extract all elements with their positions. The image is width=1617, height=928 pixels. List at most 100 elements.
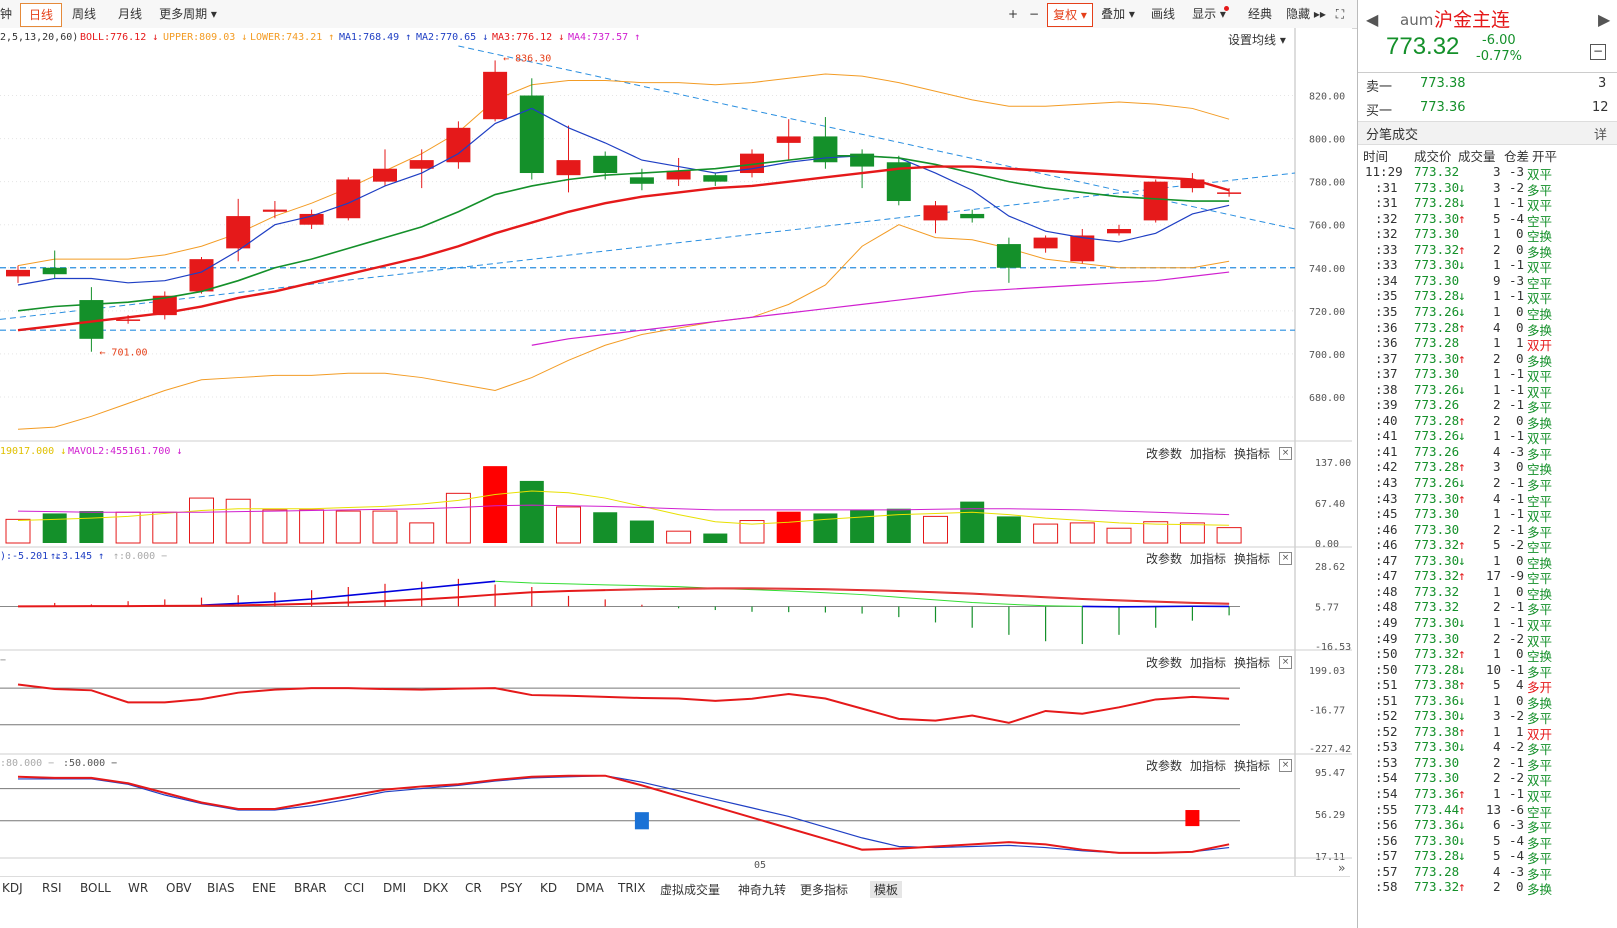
kd_indicator-value-1: :50.000 − — [63, 758, 118, 769]
main-ytick-2: 780.00 — [1309, 178, 1345, 189]
volume-bar-6 — [225, 498, 251, 544]
add-indicator-button-2[interactable]: 加指标 — [1190, 656, 1227, 670]
tick-time: :52 — [1375, 723, 1398, 739]
tick-row: :39 773.26 2 -1 多平 — [1361, 397, 1561, 415]
tick-volume: 2 — [1493, 475, 1501, 490]
indicator-tab-9[interactable]: DMI — [383, 881, 407, 895]
modify-params-button-3[interactable]: 改参数 — [1146, 759, 1183, 773]
tick-arrow-icon: ↑ — [1458, 677, 1466, 693]
indicator-tab-10[interactable]: DKX — [423, 881, 449, 895]
tick-price: 773.38 — [1414, 723, 1460, 739]
indicator-tab-2[interactable]: BOLL — [80, 881, 111, 895]
switch-indicator-button-1[interactable]: 换指标 — [1234, 552, 1271, 566]
tick-time: :55 — [1375, 801, 1398, 817]
period-tab-2[interactable]: 周线 — [71, 7, 96, 21]
period-tab-4[interactable]: 更多周期 ▾ — [159, 7, 217, 21]
ask-volume: 3 — [1598, 76, 1607, 91]
indicator-tab-0[interactable]: KDJ — [2, 881, 23, 895]
panel-close-icon-0[interactable]: × — [1279, 447, 1292, 460]
panel-close-icon-1[interactable]: × — [1279, 552, 1292, 565]
candle-body-26 — [960, 213, 985, 219]
period-tab-0[interactable]: 分钟 — [0, 7, 12, 21]
collapse-icon[interactable]: − — [1590, 44, 1606, 60]
draw-line-button[interactable]: 画线 — [1150, 7, 1175, 21]
tick-arrow-icon: ↓ — [1458, 475, 1466, 490]
switch-indicator-button-2[interactable]: 换指标 — [1234, 656, 1271, 670]
tick-row: :47 773.30 ↓ 1 0 空换 — [1361, 553, 1561, 571]
tick-time: :31 — [1375, 195, 1398, 211]
panel-close-icon-2[interactable]: × — [1279, 656, 1292, 669]
ticks-detail-button[interactable]: 详 — [1594, 128, 1608, 143]
price-annotation-0: ← 836.30 — [503, 53, 551, 64]
add-indicator-button-0[interactable]: 加指标 — [1190, 447, 1227, 461]
indicator-tab-13[interactable]: KD — [540, 881, 558, 895]
ma-settings-button[interactable]: 设置均线 ▾ — [1228, 33, 1286, 47]
indicator-tab-18[interactable]: 更多指标 — [800, 883, 849, 897]
tick-arrow-icon: ↓ — [1458, 692, 1466, 708]
macd_indicator-value-0: ):-5.201 ↓ — [0, 551, 61, 562]
indicator-tab-3[interactable]: WR — [128, 881, 149, 895]
indicator-tab-1[interactable]: RSI — [42, 881, 62, 895]
fuquan-button[interactable]: 复权 ▾ — [1047, 3, 1093, 27]
switch-indicator-button-0[interactable]: 换指标 — [1234, 447, 1271, 461]
tick-type: 双平 — [1527, 167, 1553, 182]
kline-chart[interactable]: 820.00 800.00 780.00 760.00 740.00 720.00 700.… — [0, 28, 1352, 876]
tick-row: :37 773.30 ↑ 2 0 多换 — [1361, 350, 1561, 369]
volume-bar-20 — [739, 520, 765, 544]
indicator-tab-19[interactable]: 模板 — [870, 881, 903, 898]
tick-volume: 3 — [1493, 708, 1501, 724]
fullscreen-button[interactable]: ⛶ — [1335, 7, 1345, 21]
tick-oi-change: -1 — [1509, 366, 1525, 382]
indicator-tab-4[interactable]: OBV — [166, 881, 192, 895]
tick-volume: 10 — [1486, 661, 1502, 677]
tick-time: :36 — [1375, 335, 1398, 351]
tick-volume: 2 — [1493, 754, 1501, 770]
modify-params-button-2[interactable]: 改参数 — [1146, 656, 1183, 670]
zoom-in-button[interactable]: + — [1007, 7, 1019, 21]
tick-volume: 17 — [1486, 568, 1502, 584]
indicator-tab-16[interactable]: 虚拟成交量 — [660, 883, 721, 897]
candle-body-1 — [42, 267, 67, 275]
forward-arrow-icon[interactable]: ▶ — [1598, 10, 1611, 29]
tick-type: 空平 — [1527, 275, 1553, 291]
main-indicator-value-2: LOWER:743.21 ↑ — [250, 32, 335, 43]
indicator-tab-17[interactable]: 神奇九转 — [738, 883, 787, 897]
panel-close-icon-3[interactable]: × — [1279, 759, 1292, 772]
modify-params-button-0[interactable]: 改参数 — [1146, 447, 1183, 461]
period-tab-3[interactable]: 月线 — [117, 7, 142, 21]
indicator-tab-12[interactable]: PSY — [500, 881, 523, 895]
tick-type: 空换 — [1527, 555, 1553, 571]
tick-time: :39 — [1375, 397, 1398, 413]
indicator-tab-14[interactable]: DMA — [576, 881, 604, 895]
candle-body-32 — [1180, 179, 1205, 189]
indicator-tab-6[interactable]: ENE — [252, 881, 277, 895]
tick-arrow-icon: ↑ — [1458, 350, 1466, 366]
tick-time: :43 — [1375, 490, 1398, 506]
tick-type: 多平 — [1527, 602, 1553, 618]
back-arrow-icon[interactable]: ◀ — [1366, 10, 1379, 29]
add-indicator-button-3[interactable]: 加指标 — [1190, 759, 1227, 773]
zoom-out-button[interactable]: − — [1028, 7, 1040, 21]
main-ytick-6: 700.00 — [1309, 350, 1345, 361]
overlay-button[interactable]: 叠加 ▾ — [1101, 7, 1135, 21]
boll-lower-line — [17, 224, 1230, 430]
tick-row: :55 773.44 ↑ 13 -6 空平 — [1361, 801, 1561, 820]
indicator-tab-7[interactable]: BRAR — [294, 881, 327, 895]
classic-button[interactable]: 经典 — [1247, 7, 1272, 21]
modify-params-button-1[interactable]: 改参数 — [1146, 552, 1183, 566]
tick-oi-change: -1 — [1509, 397, 1525, 413]
tick-row: :53 773.30 2 -1 多平 — [1361, 754, 1561, 773]
indicator-tab-11[interactable]: CR — [465, 881, 482, 895]
period-tab-1[interactable]: 日线 — [20, 3, 62, 27]
indicator-tab-8[interactable]: CCI — [344, 881, 365, 895]
display-button[interactable]: 显示 ▾ — [1192, 7, 1226, 21]
switch-indicator-button-3[interactable]: 换指标 — [1234, 759, 1271, 773]
indicator-tab-5[interactable]: BIAS — [207, 881, 235, 895]
tick-price: 773.28 — [1414, 863, 1460, 879]
tick-row: :48 773.32 2 -1 多平 — [1361, 599, 1561, 618]
add-indicator-button-1[interactable]: 加指标 — [1190, 552, 1227, 566]
indicator-tab-15[interactable]: TRIX — [618, 881, 646, 895]
hide-button[interactable]: 隐藏 ▸▸ — [1286, 7, 1326, 21]
candle-body-11 — [409, 160, 434, 169]
volume-bar-15 — [556, 506, 581, 544]
